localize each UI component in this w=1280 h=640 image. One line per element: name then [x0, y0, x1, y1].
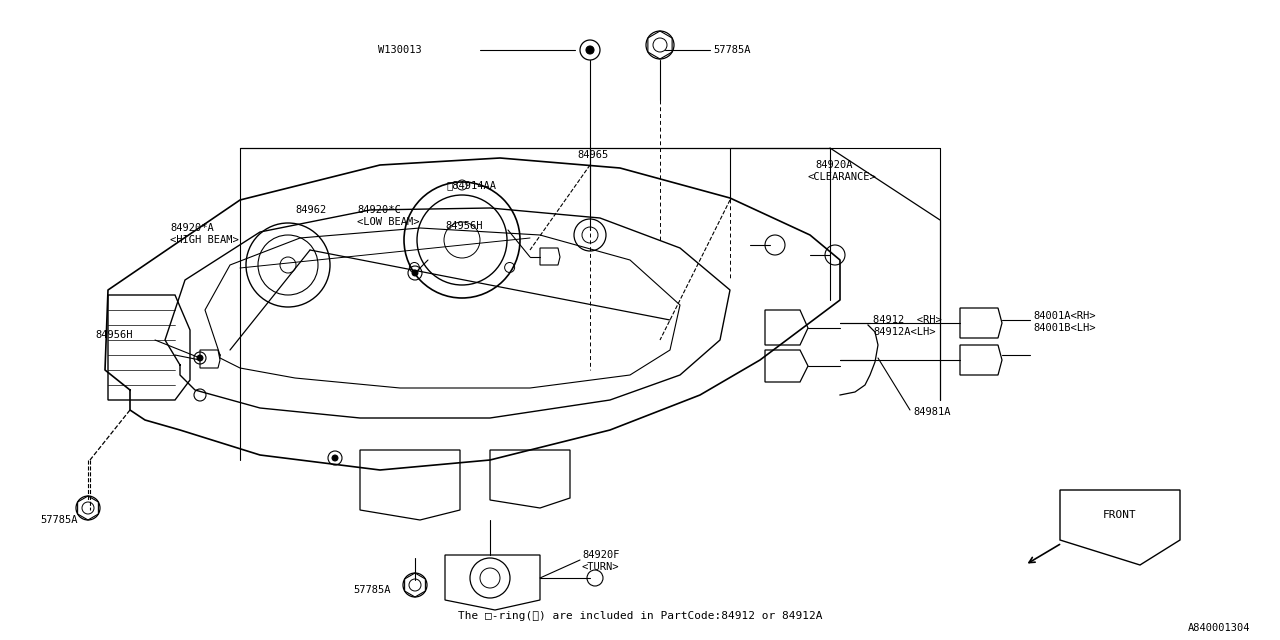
Circle shape [197, 355, 204, 361]
Text: <CLEARANCE>: <CLEARANCE> [808, 172, 877, 182]
Text: 84920A: 84920A [815, 160, 852, 170]
Text: FRONT: FRONT [1103, 510, 1137, 520]
Circle shape [586, 46, 594, 54]
Circle shape [412, 270, 419, 276]
Text: ※84914AA: ※84914AA [445, 180, 497, 190]
Text: 84920F: 84920F [582, 550, 620, 560]
Text: 84981A: 84981A [913, 407, 951, 417]
Text: 84912  <RH>: 84912 <RH> [873, 315, 942, 325]
Text: 57785A: 57785A [40, 515, 78, 525]
Text: 84001B<LH>: 84001B<LH> [1033, 323, 1096, 333]
Text: <LOW BEAM>: <LOW BEAM> [357, 217, 420, 227]
Text: 84920*C: 84920*C [357, 205, 401, 215]
Text: 84965: 84965 [577, 150, 608, 160]
Text: A840001304: A840001304 [1188, 623, 1251, 633]
Text: <HIGH BEAM>: <HIGH BEAM> [170, 235, 239, 245]
Text: 84920*A: 84920*A [170, 223, 214, 233]
Text: 84001A<RH>: 84001A<RH> [1033, 311, 1096, 321]
Text: W130013: W130013 [378, 45, 421, 55]
Text: <TURN>: <TURN> [582, 562, 620, 572]
Text: 84956H: 84956H [95, 330, 133, 340]
Text: 84912A<LH>: 84912A<LH> [873, 327, 936, 337]
Text: 57785A: 57785A [353, 585, 390, 595]
Text: 84956H: 84956H [445, 221, 483, 231]
Text: 84962: 84962 [294, 205, 326, 215]
Text: The □-ring(※) are included in PartCode:84912 or 84912A: The □-ring(※) are included in PartCode:8… [458, 611, 822, 621]
Text: 57785A: 57785A [713, 45, 750, 55]
Circle shape [332, 455, 338, 461]
